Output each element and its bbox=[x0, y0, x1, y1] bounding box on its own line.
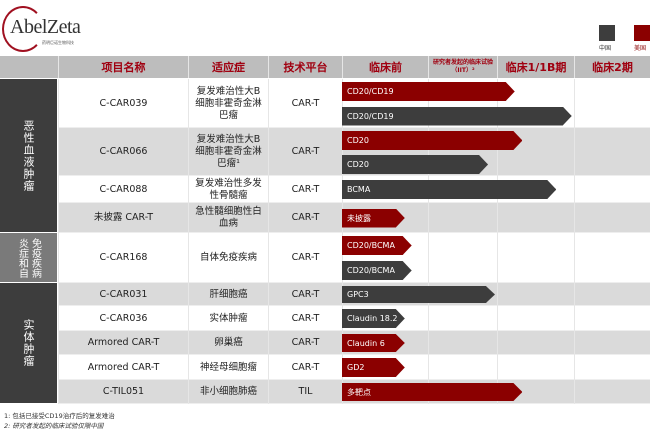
row-platform: CAR-T bbox=[268, 128, 342, 176]
row-indication: 复发难治性多发性骨髓瘤 bbox=[188, 176, 268, 203]
row-name: C-CAR168 bbox=[58, 233, 188, 283]
legend-us-label: 美国 bbox=[634, 45, 647, 52]
header-1: 适应症 bbox=[188, 56, 268, 78]
pipeline-progress-bar: CD20/BCMA bbox=[342, 236, 412, 255]
header-5: 临床1/1B期 bbox=[497, 56, 574, 78]
abelzeta-logo: AbelZeta 药明巨诺生物科技 bbox=[2, 6, 92, 52]
footnote-1: 1: 包括已接受CD19治疗后的复发难治 bbox=[4, 412, 115, 420]
header-6: 临床2期 bbox=[574, 56, 650, 78]
row-name: C-CAR031 bbox=[58, 283, 188, 306]
row-platform: CAR-T bbox=[268, 283, 342, 306]
header-3: 临床前 bbox=[342, 56, 428, 78]
category-label: 实体肿瘤 bbox=[0, 283, 57, 403]
row-platform: CAR-T bbox=[268, 331, 342, 355]
legend-china-label: 中国 bbox=[599, 45, 612, 52]
row-platform: TIL bbox=[268, 380, 342, 404]
category-label: 炎症和自 免疫疾病 bbox=[0, 233, 57, 282]
row-name: C-CAR036 bbox=[58, 306, 188, 331]
row-indication: 卵巢癌 bbox=[188, 331, 268, 355]
row-indication: 神经母细胞瘤 bbox=[188, 355, 268, 380]
pipeline-progress-bar: CD20/BCMA bbox=[342, 261, 412, 280]
pipeline-progress-bar: BCMA bbox=[342, 180, 556, 199]
footnote-2: 2: 研究者发起的临床试验仅限中国 bbox=[4, 422, 104, 430]
header-0: 项目名称 bbox=[58, 56, 188, 78]
row-name: 未披露 CAR-T bbox=[58, 203, 188, 233]
pipeline-progress-bar: 未披露 bbox=[342, 209, 405, 228]
category-label: 恶性血液肿瘤 bbox=[0, 79, 57, 232]
row-platform: CAR-T bbox=[268, 233, 342, 283]
header-2: 技术平台 bbox=[268, 56, 342, 78]
pipeline-progress-bar: CD20/CD19 bbox=[342, 82, 515, 101]
pipeline-progress-bar: CD20/CD19 bbox=[342, 107, 572, 126]
row-platform: CAR-T bbox=[268, 355, 342, 380]
category-text: 实体肿瘤 bbox=[22, 319, 35, 367]
row-indication: 复发难治性大B细胞非霍奇金淋巴瘤¹ bbox=[188, 128, 268, 176]
row-indication: 自体免疫疾病 bbox=[188, 233, 268, 283]
category-text: 炎症和自 bbox=[16, 237, 28, 278]
legend-china-swatch bbox=[599, 25, 615, 41]
pipeline-progress-bar: GPC3 bbox=[342, 286, 495, 303]
row-name: Armored CAR-T bbox=[58, 355, 188, 380]
row-platform: CAR-T bbox=[268, 306, 342, 331]
row-indication: 复发难治性大B细胞非霍奇金淋巴瘤 bbox=[188, 79, 268, 128]
row-indication: 实体肿瘤 bbox=[188, 306, 268, 331]
row-platform: CAR-T bbox=[268, 203, 342, 233]
category-text: 恶性血液肿瘤 bbox=[22, 119, 35, 192]
row-indication: 急性髓细胞性白血病 bbox=[188, 203, 268, 233]
legend-us-swatch bbox=[634, 25, 650, 41]
pipeline-progress-bar: GD2 bbox=[342, 358, 405, 377]
pipeline-progress-bar: 多靶点 bbox=[342, 383, 522, 401]
row-name: C-TIL051 bbox=[58, 380, 188, 404]
row-platform: CAR-T bbox=[268, 79, 342, 128]
pipeline-progress-bar: Claudin 18.2 bbox=[342, 309, 405, 328]
pipeline-progress-bar: CD20 bbox=[342, 155, 488, 174]
row-indication: 非小细胞肺癌 bbox=[188, 380, 268, 404]
row-name: C-CAR066 bbox=[58, 128, 188, 176]
pipeline-progress-bar: CD20 bbox=[342, 131, 522, 150]
table-header bbox=[0, 56, 650, 78]
row-platform: CAR-T bbox=[268, 176, 342, 203]
header-4: 研究者发起的临床试验（IIT）² bbox=[428, 56, 497, 78]
row-name: C-CAR088 bbox=[58, 176, 188, 203]
row-name: C-CAR039 bbox=[58, 79, 188, 128]
pipeline-progress-bar: Claudin 6 bbox=[342, 334, 405, 352]
row-indication: 肝细胞癌 bbox=[188, 283, 268, 306]
category-text: 免疫疾病 bbox=[29, 237, 41, 278]
row-name: Armored CAR-T bbox=[58, 331, 188, 355]
